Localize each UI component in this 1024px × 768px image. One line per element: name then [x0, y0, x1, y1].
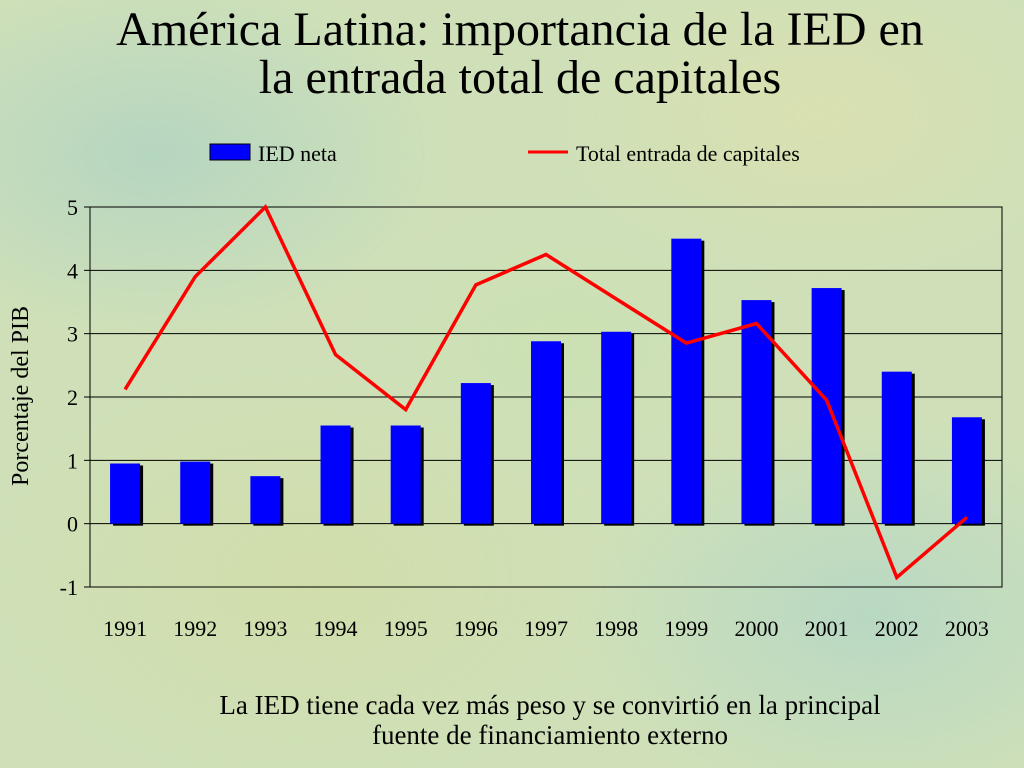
bar	[390, 425, 421, 524]
bar	[741, 300, 772, 524]
bar	[881, 371, 912, 524]
legend-line-label: Total entrada de capitales	[576, 141, 800, 166]
y-tick-label: 2	[67, 385, 78, 410]
x-tick-label: 2001	[805, 616, 849, 641]
line-layer	[123, 204, 969, 581]
bar	[180, 461, 211, 524]
bar	[110, 463, 141, 524]
y-tick-label: 1	[67, 448, 78, 473]
caption: La IED tiene cada vez más peso y se conv…	[100, 690, 1000, 750]
x-tick-label: 2002	[875, 616, 919, 641]
legend: IED neta Total entrada de capitales	[209, 141, 800, 166]
legend-bar-swatch	[209, 143, 251, 161]
x-tick-labels: 1991 1992 1993 1994 1995 1996 1997 1998 1999 2000…	[103, 616, 989, 641]
caption-line-1: La IED tiene cada vez más peso y se conv…	[219, 690, 881, 720]
x-tick-label: 1991	[103, 616, 147, 641]
x-tick-label: 1994	[314, 616, 358, 641]
bar	[250, 476, 281, 524]
slide-title: América Latina: importancia de la IED en…	[0, 6, 1024, 102]
bar	[320, 425, 351, 524]
bar	[531, 341, 561, 524]
bar	[671, 238, 702, 524]
series-line	[123, 204, 969, 581]
bar	[811, 288, 842, 524]
chart: IED neta Total entrada de capitales -1 0 1…	[8, 141, 1003, 641]
y-tick-labels: -1 0 1 2 3 4 5	[60, 195, 78, 600]
y-tick-label: 5	[67, 195, 78, 220]
y-tick-label: -1	[60, 575, 78, 600]
bar	[460, 383, 491, 524]
x-tick-label: 1999	[664, 616, 708, 641]
x-tick-label: 2000	[734, 616, 778, 641]
x-tick-label: 1996	[454, 616, 498, 641]
x-tick-label: 1995	[384, 616, 428, 641]
y-tick-label: 3	[67, 322, 78, 347]
legend-bar-label: IED neta	[258, 141, 337, 166]
caption-line-2: fuente de financiamiento externo	[371, 720, 729, 750]
x-tick-label: 2003	[945, 616, 989, 641]
x-tick-label: 1997	[524, 616, 568, 641]
bar	[951, 417, 982, 524]
y-tick-label: 0	[67, 512, 78, 537]
x-tick-label: 1992	[173, 616, 217, 641]
bar	[601, 331, 632, 524]
slide-title-line-1: América Latina: importancia de la IED en	[116, 3, 924, 56]
x-tick-label: 1998	[594, 616, 638, 641]
x-tick-label: 1993	[243, 616, 287, 641]
bars	[110, 238, 985, 526]
y-axis-label: Porcentaje del PIB	[8, 306, 34, 486]
y-tick-label: 4	[67, 258, 78, 283]
slide-title-line-2: la entrada total de capitales	[258, 51, 782, 104]
